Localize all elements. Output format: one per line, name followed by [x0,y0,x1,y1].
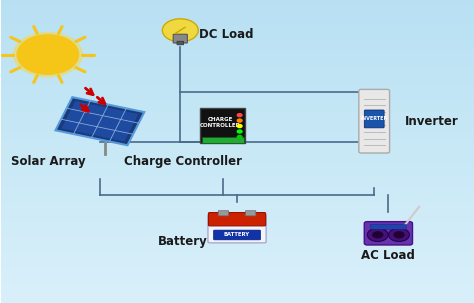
Bar [0,242,474,248]
Bar [0,222,474,227]
Bar [0,106,474,111]
Text: Inverter: Inverter [405,115,459,128]
Bar [0,121,474,126]
Bar [0,81,474,86]
Bar [0,232,474,237]
Bar [0,192,474,197]
Circle shape [367,228,388,241]
Bar [0,217,474,222]
Bar [0,202,474,207]
Text: Battery: Battery [158,235,208,248]
Polygon shape [55,97,144,145]
Bar [0,15,474,20]
Text: INVERTER: INVERTER [361,116,388,121]
Bar [0,136,474,142]
Bar [0,55,474,61]
FancyBboxPatch shape [364,222,412,245]
FancyBboxPatch shape [214,230,260,240]
Bar [0,237,474,242]
Bar [0,10,474,15]
Bar [0,207,474,212]
Bar [0,131,474,136]
FancyBboxPatch shape [370,224,406,229]
Bar [0,101,474,106]
Bar [0,30,474,35]
Circle shape [393,231,405,238]
Bar [0,111,474,116]
Bar [0,177,474,182]
Bar [0,0,474,5]
Bar [0,227,474,232]
Bar [0,283,474,288]
FancyBboxPatch shape [218,211,228,216]
Bar [0,263,474,268]
Bar [0,172,474,177]
Text: AC Load: AC Load [362,249,415,262]
Bar [0,25,474,30]
Bar [0,248,474,252]
Text: Charge Controller: Charge Controller [124,155,242,168]
Bar [0,61,474,66]
Circle shape [389,228,410,241]
Bar [0,182,474,187]
Text: BATTERY: BATTERY [224,232,250,238]
Bar [0,51,474,55]
Bar [0,252,474,258]
FancyBboxPatch shape [201,108,246,143]
FancyBboxPatch shape [359,89,390,153]
Bar [0,157,474,161]
FancyBboxPatch shape [246,211,256,216]
Bar [0,71,474,76]
Bar [0,20,474,25]
Bar [0,142,474,146]
Bar [0,96,474,101]
FancyBboxPatch shape [209,213,265,226]
FancyBboxPatch shape [173,34,187,43]
Bar [0,212,474,217]
Circle shape [237,135,242,138]
Bar [0,293,474,298]
FancyBboxPatch shape [177,41,183,45]
Bar [0,288,474,293]
Circle shape [162,19,198,42]
Circle shape [372,231,383,238]
Bar [0,66,474,71]
Bar [0,278,474,283]
Bar [0,197,474,202]
Bar [0,116,474,121]
FancyBboxPatch shape [364,110,384,128]
Bar [0,91,474,96]
Text: Solar Array: Solar Array [10,155,85,168]
FancyBboxPatch shape [208,215,266,243]
Bar [0,161,474,167]
Circle shape [237,125,242,128]
Bar [0,76,474,81]
Bar [0,298,474,303]
Bar [0,146,474,152]
Text: CHARGE
CONTROLLER: CHARGE CONTROLLER [200,117,241,128]
Bar [0,35,474,40]
Bar [0,152,474,157]
Bar [0,45,474,51]
Bar [0,86,474,91]
Bar [0,40,474,45]
Polygon shape [62,101,138,142]
Bar [0,273,474,278]
Circle shape [237,119,242,122]
Bar [0,126,474,131]
Circle shape [237,130,242,133]
FancyBboxPatch shape [202,136,244,143]
Circle shape [13,32,82,77]
Bar [0,258,474,263]
Bar [0,268,474,273]
Circle shape [237,114,242,117]
Bar [0,5,474,10]
Bar [0,187,474,192]
Bar [0,167,474,172]
Text: DC Load: DC Load [199,28,254,41]
Circle shape [17,35,79,74]
